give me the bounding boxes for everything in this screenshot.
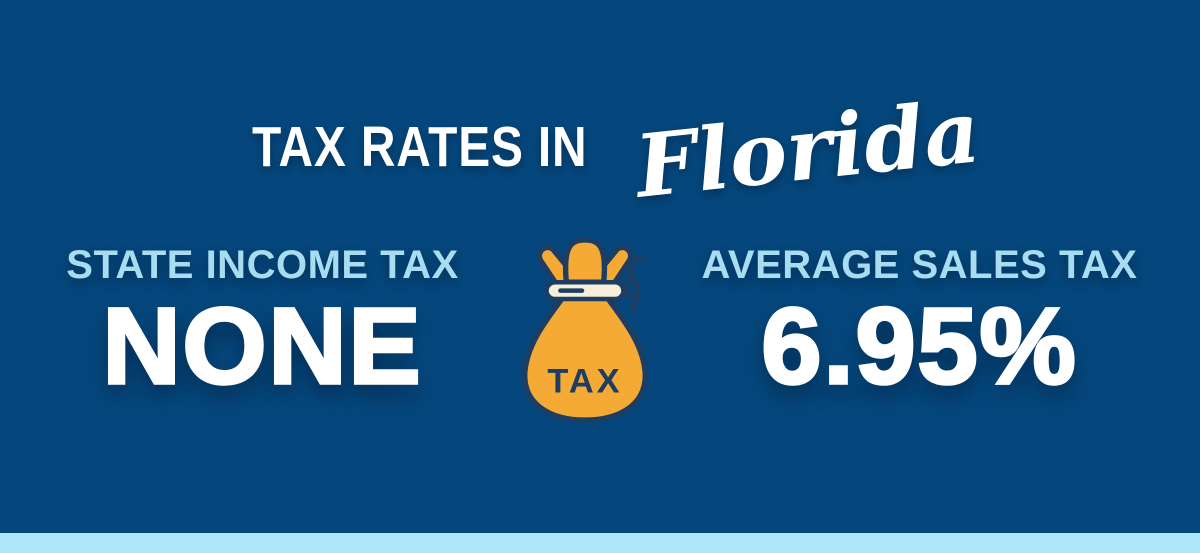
bag-tuft (536, 237, 634, 287)
bag-body (522, 295, 648, 423)
tax-money-bag-icon: TAX (506, 235, 664, 427)
sales-tax-value: 6.95% (760, 285, 1078, 406)
title-state-name: Florida (631, 80, 985, 218)
income-tax-value: NONE (101, 285, 423, 406)
income-tax-label: STATE INCOME TAX (66, 243, 459, 287)
bag-tax-text: TAX (547, 363, 622, 401)
bag-tie-band (544, 280, 626, 302)
sales-tax-label: AVERAGE SALES TAX (701, 243, 1138, 287)
footer-strip (0, 533, 1200, 553)
sales-tax-stat: AVERAGE SALES TAX 6.95% (672, 243, 1167, 406)
title-row: TAX RATES IN Florida (0, 81, 1200, 218)
income-tax-stat: STATE INCOME TAX NONE (35, 243, 490, 406)
title-prefix: TAX RATES IN (251, 115, 588, 179)
